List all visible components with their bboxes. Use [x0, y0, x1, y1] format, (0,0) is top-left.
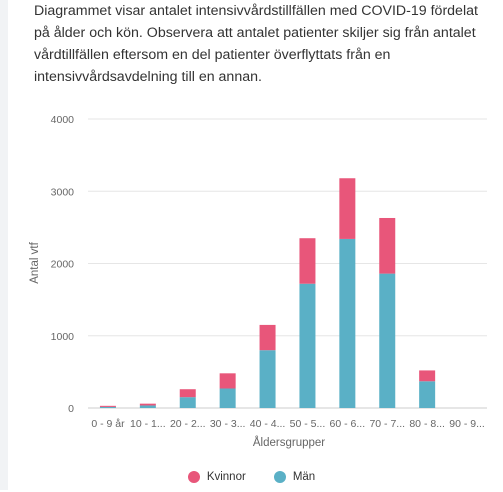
bar-kvinnor[interactable]: [419, 370, 436, 382]
left-border-strip: [0, 0, 8, 490]
x-tick-label: 60 - 6...: [330, 418, 366, 430]
stacked-bar-chart: 0 1000 2000 3000 4000 0 - 9 år 10 - 1... 20 - …: [29, 114, 487, 449]
legend-item-man[interactable]: Män: [273, 471, 316, 483]
bar-kvinnor[interactable]: [99, 405, 116, 407]
bar-kvinnor[interactable]: [219, 373, 236, 389]
chart-description: Diagrammet visar antalet intensivvårdsti…: [34, 3, 478, 85]
bar-man[interactable]: [139, 405, 156, 408]
y-tick-label: 2000: [51, 259, 75, 271]
bars: [99, 178, 436, 408]
bar-kvinnor[interactable]: [139, 403, 156, 406]
legend-item-kvinnor[interactable]: Kvinnor: [187, 471, 246, 483]
bar-man[interactable]: [419, 381, 436, 408]
x-axis-title: Åldersgrupper: [253, 436, 325, 449]
legend-label-kvinnor: Kvinnor: [206, 471, 246, 483]
bar-man[interactable]: [379, 273, 396, 408]
bar-kvinnor[interactable]: [179, 389, 196, 398]
bar-man[interactable]: [99, 406, 116, 408]
bar-man[interactable]: [179, 397, 196, 408]
bar-kvinnor[interactable]: [259, 324, 276, 351]
legend-label-man: Män: [292, 471, 316, 483]
x-tick-label: 40 - 4...: [250, 418, 286, 430]
chart-legend: Kvinnor Män: [0, 462, 503, 492]
legend-dot-man: [273, 471, 286, 483]
y-tick-label: 0: [68, 403, 74, 415]
legend-dot-kvinnor: [187, 471, 200, 483]
bar-man[interactable]: [219, 388, 236, 408]
gridlines: [88, 118, 487, 409]
x-tick-label: 70 - 7...: [369, 418, 405, 430]
bar-kvinnor[interactable]: [339, 178, 356, 239]
x-tick-label: 30 - 3...: [210, 418, 246, 430]
y-tick-label: 4000: [51, 114, 75, 126]
x-tick-label: 10 - 1...: [130, 418, 166, 430]
bar-kvinnor[interactable]: [299, 238, 316, 284]
y-axis-ticks: 0 1000 2000 3000 4000: [51, 114, 75, 415]
bar-man[interactable]: [339, 238, 356, 408]
y-axis-title: Antal vtf: [29, 241, 41, 283]
y-tick-label: 1000: [51, 331, 75, 343]
x-tick-label: 20 - 2...: [170, 418, 206, 430]
bar-kvinnor[interactable]: [379, 217, 396, 274]
x-tick-label: 50 - 5...: [290, 418, 326, 430]
y-tick-label: 3000: [51, 186, 75, 198]
x-tick-label: 0 - 9 år: [91, 418, 125, 430]
x-axis-ticks: 0 - 9 år 10 - 1... 20 - 2... 30 - 3... 40 - …: [91, 418, 485, 430]
x-tick-label: 80 - 8...: [409, 418, 445, 430]
bar-man[interactable]: [299, 283, 316, 408]
bar-man[interactable]: [259, 350, 276, 408]
x-tick-label: 90 - 9...: [449, 418, 485, 430]
